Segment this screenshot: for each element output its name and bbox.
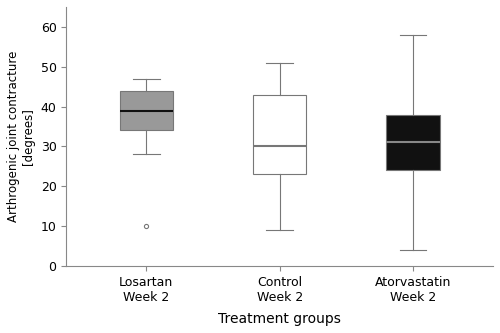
PathPatch shape [120,91,173,131]
X-axis label: Treatment groups: Treatment groups [218,312,341,326]
PathPatch shape [253,95,306,174]
PathPatch shape [386,115,440,170]
Y-axis label: Arthrogenic joint contracture
[degrees]: Arthrogenic joint contracture [degrees] [7,51,35,222]
